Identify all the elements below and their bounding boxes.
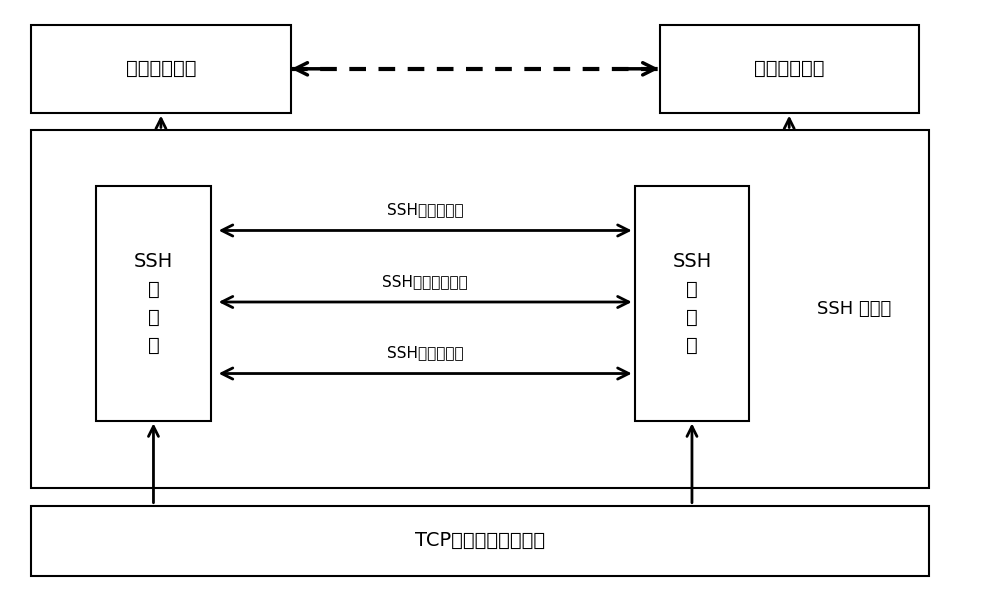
Text: SSH连接层协议: SSH连接层协议 [387,203,464,217]
Text: SSH
服
务
器: SSH 服 务 器 [672,252,712,355]
Text: SSH 协议层: SSH 协议层 [817,300,891,318]
Text: TCP或其他类型的连接: TCP或其他类型的连接 [415,531,545,550]
Bar [635,186,749,421]
Bar [96,186,211,421]
Text: SSH用户认证协议: SSH用户认证协议 [382,274,468,289]
Bar [660,25,919,112]
Text: SSH
客
户
端: SSH 客 户 端 [134,252,173,355]
Bar [31,505,929,576]
Bar [31,25,291,112]
Text: 应用层客户端: 应用层客户端 [754,59,824,78]
Text: 应用层客户端: 应用层客户端 [126,59,196,78]
Text: SSH传输层协议: SSH传输层协议 [387,346,464,360]
Bar [31,130,929,488]
